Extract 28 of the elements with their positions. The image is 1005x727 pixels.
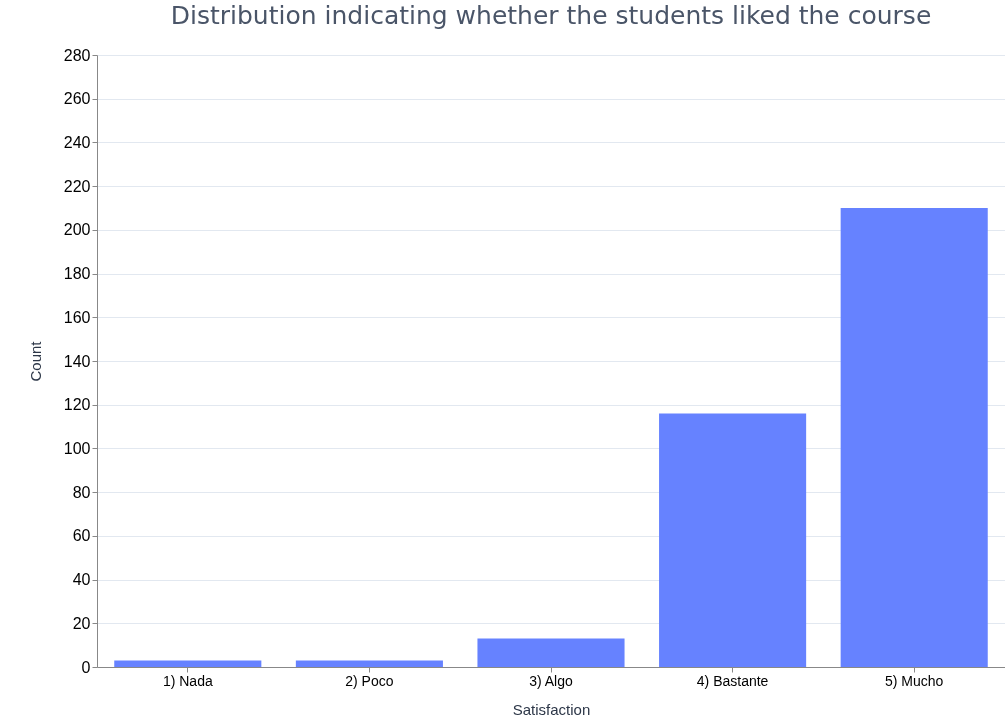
y-tick-label: 60 (72, 527, 91, 545)
x-tick-label: 1) Nada (162, 672, 213, 689)
y-tick-label: 140 (63, 352, 91, 370)
y-tick-label: 20 (72, 614, 91, 632)
chart-title: Distribution indicating whether the students liked the course (170, 1, 932, 30)
y-axis-title: Count (26, 340, 44, 382)
y-tick-label: 180 (63, 265, 91, 283)
bar (477, 638, 625, 667)
y-tick-label: 280 (63, 46, 91, 64)
bar (114, 660, 262, 667)
bar (295, 660, 443, 667)
y-tick-label: 240 (63, 133, 91, 151)
x-tick-label: 2) Poco (345, 672, 394, 689)
x-tick-label: 4) Bastante (696, 672, 769, 689)
y-tick-label: 160 (63, 308, 91, 326)
y-tick-label: 200 (63, 221, 91, 239)
y-tick-label: 0 (81, 658, 91, 676)
x-tick-label: 3) Algo (529, 672, 573, 689)
y-tick-label: 260 (63, 90, 91, 108)
y-tick-label: 220 (63, 177, 91, 195)
x-axis-title: Satisfaction (512, 700, 591, 718)
y-tick-label: 80 (72, 483, 91, 501)
bar (659, 413, 807, 667)
x-tick-label: 5) Mucho (885, 672, 944, 689)
y-tick-label: 120 (63, 396, 91, 414)
y-tick-label: 100 (63, 439, 91, 457)
y-tick-label: 40 (72, 571, 91, 589)
bar (840, 208, 988, 667)
